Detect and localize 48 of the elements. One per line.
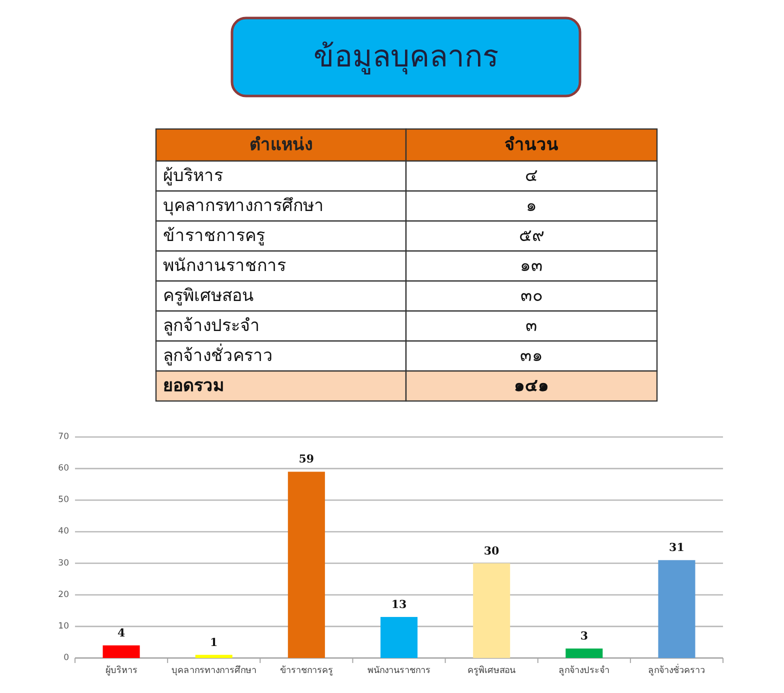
data-label: 13 xyxy=(391,598,407,611)
text: ข้าราชการครู xyxy=(163,226,265,246)
y-tick-label: 30 xyxy=(58,558,69,568)
bar xyxy=(288,472,325,658)
bar xyxy=(473,563,510,658)
y-tick-label: 70 xyxy=(58,432,69,442)
x-tick-label: ครูพิเศษสอน xyxy=(468,665,516,676)
text: จำนวน xyxy=(504,135,558,155)
y-tick-label: 40 xyxy=(58,526,69,537)
bar xyxy=(380,616,418,658)
text: ๔ xyxy=(525,166,538,186)
text: พนักงานราชการ xyxy=(163,256,286,276)
bar xyxy=(102,645,140,658)
text: ตำแหน่ง xyxy=(250,135,312,155)
x-tick-label: พนักงานราชการ xyxy=(368,666,430,676)
y-tick-label: 10 xyxy=(58,621,69,632)
text: ๕๙ xyxy=(519,226,544,246)
data-label: 3 xyxy=(580,630,588,643)
x-tick-label: ผู้บริหาร xyxy=(105,665,138,676)
bar xyxy=(195,654,232,658)
y-tick-label: 60 xyxy=(58,464,69,474)
text: ๑๓ xyxy=(520,256,543,276)
bar xyxy=(566,648,603,658)
text: ๑๔๑ xyxy=(514,376,549,396)
data-label: 30 xyxy=(484,544,500,558)
text: ข้อมูลบุคลากร xyxy=(314,40,498,76)
x-tick-label: ลูกจ้างประจำ xyxy=(558,665,610,676)
data-label: 4 xyxy=(117,626,126,640)
data-label: 31 xyxy=(669,541,684,554)
text: ๑ xyxy=(526,196,537,216)
text: ผู้บริหาร xyxy=(163,166,223,186)
text: ยอดรวม xyxy=(163,376,224,396)
text: ลูกจ้างประจำ xyxy=(163,316,260,336)
text: ลูกจ้างชั่วคราว xyxy=(163,343,273,366)
bar xyxy=(658,560,696,658)
y-tick-label: 0 xyxy=(64,653,69,663)
text: ครูพิเศษสอน xyxy=(163,286,254,306)
data-label: 1 xyxy=(210,636,218,649)
data-label: 59 xyxy=(298,452,314,466)
text: ๓ xyxy=(526,316,538,336)
text: บุคลากรทางการศึกษา xyxy=(163,196,324,216)
x-tick-label: บุคลากรทางการศึกษา xyxy=(171,665,256,676)
y-tick-label: 50 xyxy=(58,495,69,506)
x-tick-label: ลูกจ้างชั่วคราว xyxy=(648,663,706,676)
y-tick-label: 20 xyxy=(58,590,69,600)
text: ๓๐ xyxy=(520,286,542,306)
x-tick-label: ข้าราชการครู xyxy=(280,665,333,676)
text: ๓๑ xyxy=(520,346,543,366)
